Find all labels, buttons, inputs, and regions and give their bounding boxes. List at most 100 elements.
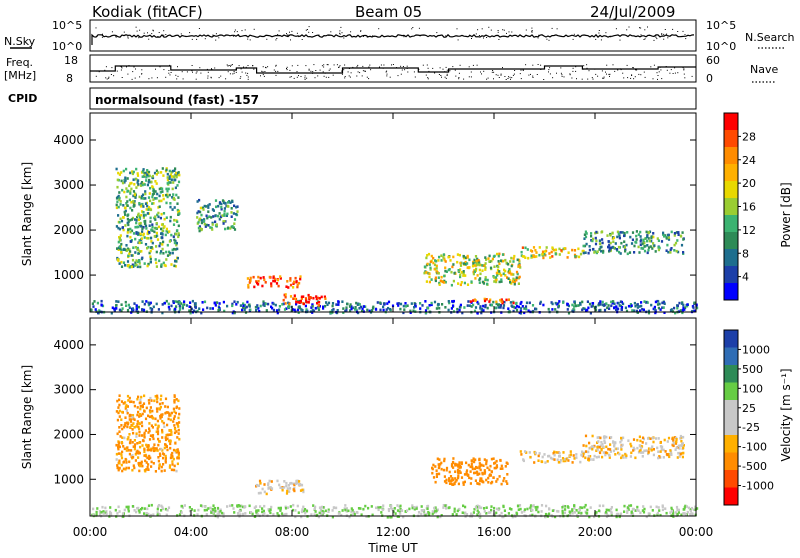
heatmap-cell — [267, 483, 270, 487]
heatmap-cell — [663, 235, 666, 238]
nave-point — [644, 76, 646, 78]
heatmap-cell — [490, 259, 493, 263]
heatmap-cell — [159, 417, 162, 420]
heatmap-cell — [524, 246, 527, 250]
heatmap-cell — [500, 280, 503, 283]
heatmap-cell — [159, 216, 162, 220]
colorbar-frame — [723, 329, 739, 506]
heatmap-cell — [591, 304, 595, 308]
noise-point — [115, 36, 117, 38]
heatmap-cell — [148, 302, 151, 306]
frequency-panel: Freq. [MHz] 18 8 60 0 Nave — [4, 54, 778, 85]
heatmap-cell — [151, 225, 154, 229]
heatmap-cell — [431, 466, 434, 470]
heatmap-cell — [121, 512, 125, 515]
heatmap-cell — [462, 256, 466, 260]
heatmap-cell — [456, 260, 459, 264]
heatmap-cell — [150, 424, 153, 427]
heatmap-cell — [591, 239, 594, 243]
power-heatmap — [90, 167, 699, 315]
heatmap-cell — [469, 482, 472, 485]
noise-point — [628, 26, 630, 28]
nave-point — [370, 69, 372, 71]
nave-point — [359, 72, 361, 74]
heatmap-cell — [502, 259, 505, 263]
heatmap-cell — [220, 202, 223, 206]
heatmap-cell — [588, 441, 591, 445]
heatmap-cell — [517, 282, 520, 285]
heatmap-cell — [237, 504, 240, 507]
heatmap-cell — [149, 199, 152, 203]
heatmap-cell — [484, 303, 487, 307]
nave-point — [614, 70, 616, 72]
heatmap-cell — [171, 463, 174, 466]
nave-point — [323, 66, 325, 68]
heatmap-cell — [242, 512, 245, 516]
heatmap-cell — [479, 277, 482, 280]
heatmap-cell — [196, 513, 199, 516]
heatmap-cell — [457, 282, 460, 285]
heatmap-cell — [161, 247, 164, 251]
heatmap-cell — [623, 231, 626, 235]
heatmap-cell — [189, 311, 192, 315]
heatmap-cell — [595, 511, 598, 514]
heatmap-cell — [154, 226, 157, 230]
heatmap-cell — [119, 200, 122, 203]
heatmap-cell — [426, 512, 429, 516]
heatmap-cell — [589, 506, 592, 509]
heatmap-cell — [588, 447, 591, 450]
heatmap-cell — [519, 266, 522, 269]
heatmap-cell — [153, 449, 156, 453]
nave-point — [95, 75, 97, 77]
heatmap-cell — [662, 306, 665, 309]
heatmap-cell — [156, 432, 160, 436]
noise-point — [372, 35, 374, 37]
heatmap-cell — [176, 184, 179, 187]
heatmap-cell — [630, 444, 633, 448]
heatmap-cell — [281, 303, 284, 306]
heatmap-cell — [513, 281, 516, 284]
heatmap-cell — [218, 217, 221, 221]
heatmap-cell — [263, 512, 266, 515]
heatmap-cell — [681, 308, 684, 312]
heatmap-cell — [440, 259, 443, 262]
heatmap-cell — [435, 307, 438, 310]
heatmap-cell — [176, 247, 179, 251]
heatmap-cell — [599, 303, 602, 306]
nave-point — [169, 74, 171, 76]
heatmap-cell — [541, 250, 545, 254]
heatmap-cell — [680, 243, 684, 247]
heatmap-cell — [610, 300, 613, 304]
heatmap-cell — [605, 435, 608, 439]
heatmap-cell — [172, 196, 175, 200]
heatmap-cell — [636, 303, 639, 306]
heatmap-cell — [448, 506, 451, 509]
heatmap-cell — [585, 309, 588, 312]
heatmap-cell — [474, 506, 477, 509]
heatmap-cell — [279, 506, 282, 510]
heatmap-cell — [528, 301, 531, 305]
heatmap-cell — [584, 503, 587, 507]
noise-point — [648, 34, 650, 36]
heatmap-cell — [209, 226, 212, 229]
heatmap-cell — [158, 187, 161, 191]
heatmap-cell — [442, 468, 445, 472]
heatmap-cell — [337, 303, 340, 306]
heatmap-cell — [229, 227, 232, 230]
heatmap-cell — [344, 508, 347, 512]
nave-point — [603, 77, 605, 79]
heatmap-cell — [168, 240, 171, 243]
heatmap-cell — [150, 240, 153, 243]
heatmap-cell — [154, 258, 157, 261]
heatmap-cell — [247, 286, 250, 289]
heatmap-cell — [218, 513, 221, 516]
heatmap-cell — [123, 447, 126, 451]
heatmap-cell — [314, 307, 317, 310]
heatmap-cell — [163, 225, 166, 228]
nave-point — [300, 76, 302, 77]
heatmap-cell — [166, 243, 169, 247]
nave-point — [261, 70, 263, 72]
heatmap-cell — [523, 307, 526, 310]
noise-point — [163, 30, 165, 32]
